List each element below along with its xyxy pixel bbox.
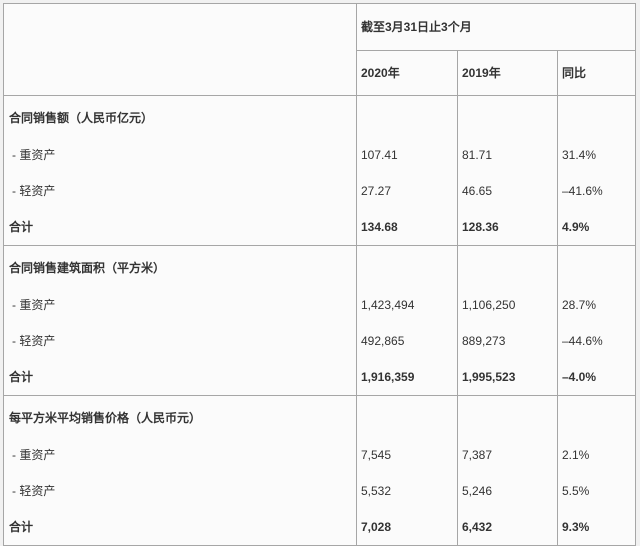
table-row: - 轻资产 27.27 46.65 –41.6% <box>4 173 636 209</box>
value-yoy: 31.4% <box>557 137 636 173</box>
value-yoy: –4.0% <box>557 359 636 396</box>
corner-cell <box>3 3 357 96</box>
value-2020: 5,532 <box>356 473 458 509</box>
value-2020: 27.27 <box>356 173 458 209</box>
value-yoy: 5.5% <box>557 473 636 509</box>
value-2020: 134.68 <box>356 209 458 246</box>
section-title: 合同销售建筑面积（平方米） <box>9 261 166 276</box>
value-2019: 128.36 <box>457 209 558 246</box>
section-title: 合同销售额（人民币亿元） <box>9 111 154 126</box>
total-row: 合计 1,916,359 1,995,523 –4.0% <box>3 359 636 396</box>
value-yoy: –41.6% <box>557 173 636 209</box>
table-row: - 轻资产 492,865 889,273 –44.6% <box>4 323 636 359</box>
total-row: 合计 134.68 128.36 4.9% <box>3 209 636 246</box>
total-row: 合计 7,028 6,432 9.3% <box>3 509 636 546</box>
value-2019: 46.65 <box>457 173 558 209</box>
table-row: - 重资产 1,423,494 1,106,250 28.7% <box>4 287 636 323</box>
value-2019: 1,106,250 <box>457 287 558 323</box>
value-2020: 492,865 <box>356 323 458 359</box>
row-label: - 轻资产 <box>12 483 56 498</box>
financial-table: 截至3月31日止3个月 2020年 2019年 同比 合同销售额（人民币亿元） … <box>3 3 636 546</box>
value-2019: 81.71 <box>457 137 558 173</box>
row-label: 合计 <box>3 209 357 246</box>
value-2020: 7,028 <box>356 509 458 546</box>
row-label: - 重资产 <box>12 147 56 162</box>
row-label: - 轻资产 <box>12 183 56 198</box>
value-2019: 6,432 <box>457 509 558 546</box>
section-title-row: 每平方米平均销售价格（人民币元） <box>4 395 636 437</box>
column-header-2019: 2019年 <box>457 50 558 96</box>
value-2019: 7,387 <box>457 437 558 473</box>
value-2019: 5,246 <box>457 473 558 509</box>
column-header-2020: 2020年 <box>356 50 458 96</box>
value-2019: 1,995,523 <box>457 359 558 396</box>
value-yoy: –44.6% <box>557 323 636 359</box>
row-label: 合计 <box>3 359 357 396</box>
row-label: - 轻资产 <box>12 333 56 348</box>
table-row: - 重资产 7,545 7,387 2.1% <box>4 437 636 473</box>
header-row-columns: 2020年 2019年 同比 <box>4 50 636 96</box>
value-2020: 1,916,359 <box>356 359 458 396</box>
section-title-row: 合同销售额（人民币亿元） <box>4 95 636 137</box>
row-label: - 重资产 <box>12 297 56 312</box>
value-2019: 889,273 <box>457 323 558 359</box>
financial-table-container: 截至3月31日止3个月 2020年 2019年 同比 合同销售额（人民币亿元） … <box>3 3 636 546</box>
value-2020: 7,545 <box>356 437 458 473</box>
value-2020: 1,423,494 <box>356 287 458 323</box>
row-label: 合计 <box>3 509 357 546</box>
value-yoy: 2.1% <box>557 437 636 473</box>
section-title-row: 合同销售建筑面积（平方米） <box>4 245 636 287</box>
header-row-period: 截至3月31日止3个月 <box>3 3 636 96</box>
value-yoy: 9.3% <box>557 509 636 546</box>
row-label: - 重资产 <box>12 447 56 462</box>
column-header-yoy: 同比 <box>557 50 636 96</box>
table-row: - 轻资产 5,532 5,246 5.5% <box>4 473 636 509</box>
value-yoy: 28.7% <box>557 287 636 323</box>
value-2020: 107.41 <box>356 137 458 173</box>
period-header: 截至3月31日止3个月 <box>356 3 636 51</box>
value-yoy: 4.9% <box>557 209 636 246</box>
section-title: 每平方米平均销售价格（人民币元） <box>9 411 202 426</box>
table-row: - 重资产 107.41 81.71 31.4% <box>4 137 636 173</box>
